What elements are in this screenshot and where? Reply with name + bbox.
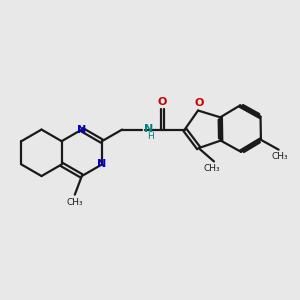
Text: N: N [97,159,106,170]
Text: CH₃: CH₃ [272,152,288,161]
Text: O: O [158,97,167,107]
Text: O: O [194,98,204,108]
Text: CH₃: CH₃ [67,198,83,207]
Text: CH₃: CH₃ [204,164,220,173]
Text: H: H [148,132,154,141]
Text: N: N [77,124,86,135]
Text: N: N [143,124,153,134]
